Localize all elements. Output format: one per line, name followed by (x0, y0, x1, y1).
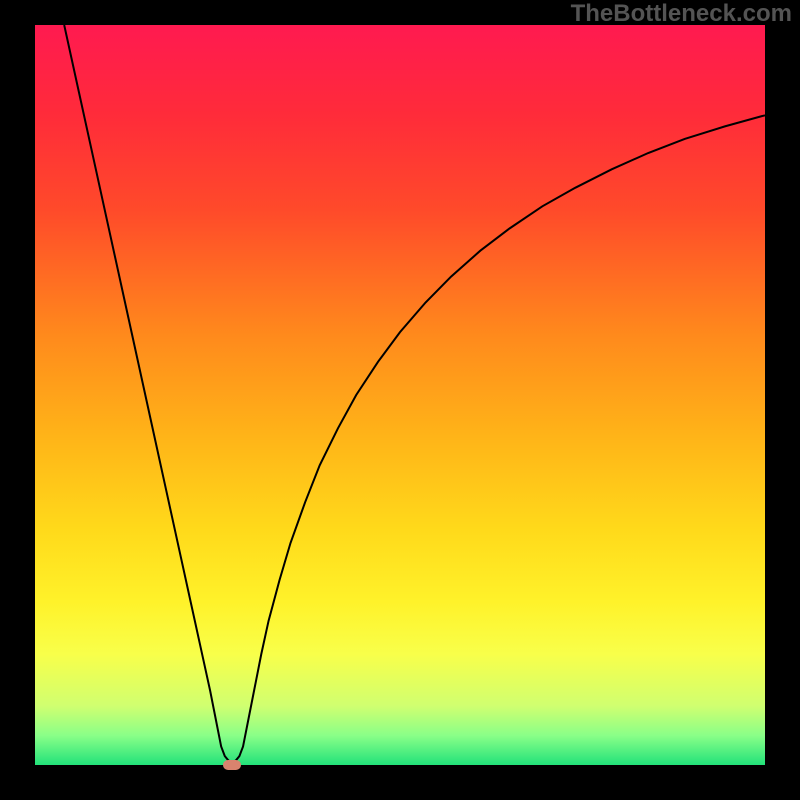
watermark-text: TheBottleneck.com (571, 0, 792, 28)
optimal-marker (223, 760, 241, 770)
bottleneck-curve (64, 25, 765, 762)
chart-frame: TheBottleneck.com (0, 0, 800, 800)
curve-svg (35, 25, 765, 765)
plot-area (35, 25, 765, 765)
